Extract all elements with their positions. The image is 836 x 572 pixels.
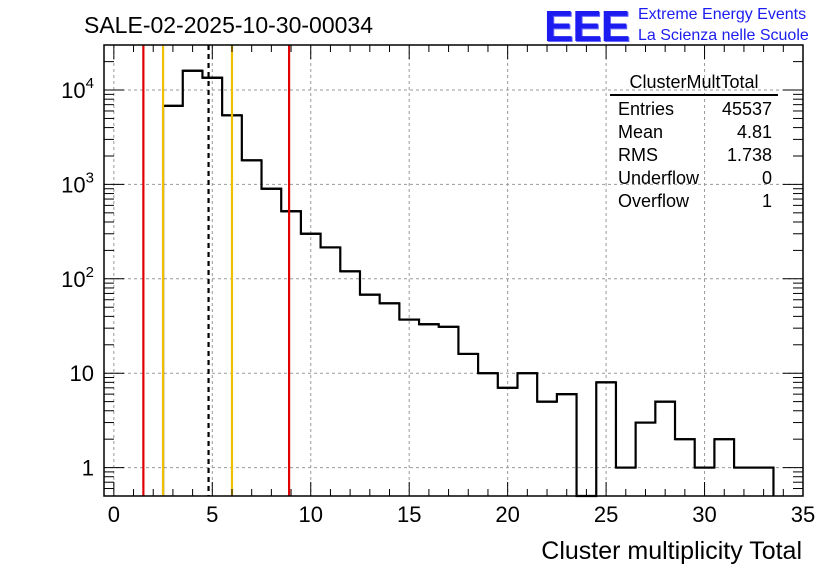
y-tick-label: 102 — [61, 264, 94, 292]
plot-frame — [103, 44, 804, 497]
logo-line-1: Extreme Energy Events — [638, 6, 807, 23]
x-tick-label: 10 — [299, 502, 323, 527]
grid — [104, 45, 803, 496]
eee-logo-mark: EEE — [544, 2, 630, 51]
stats-value: 1.738 — [726, 145, 772, 165]
x-tick-label: 0 — [108, 502, 120, 527]
x-tick-label: 30 — [692, 502, 716, 527]
x-tick-label: 5 — [206, 502, 218, 527]
y-tick-label: 103 — [61, 169, 94, 197]
stats-label: Entries — [618, 99, 675, 119]
stats-row-overflow: Overflow 1 — [610, 190, 778, 213]
y-tick-label: 104 — [61, 75, 94, 103]
stats-title: ClusterMultTotal — [610, 72, 778, 96]
chart-title: SALE-02-2025-10-30-00034 — [84, 12, 373, 38]
stats-label: Mean — [618, 122, 664, 142]
axis-ticks — [104, 44, 804, 497]
y-tick-exponent: 4 — [86, 75, 94, 92]
eee-logo-text: Extreme Energy Events La Scienza nelle S… — [638, 4, 809, 46]
y-tick-base: 10 — [61, 78, 85, 103]
stats-label: RMS — [618, 145, 658, 165]
stats-row-underflow: Underflow 0 — [610, 167, 778, 190]
y-tick-exponent: 2 — [86, 264, 94, 281]
stats-value: 4.81 — [736, 122, 772, 142]
stats-value: 45537 — [721, 99, 772, 119]
stats-row-entries: Entries 45537 — [610, 98, 778, 121]
x-axis-label: Cluster multiplicity Total — [541, 537, 802, 565]
x-tick-label: 25 — [594, 502, 618, 527]
y-tick-base: 10 — [61, 267, 85, 292]
stats-value: 0 — [761, 168, 772, 188]
reference-lines — [142, 45, 291, 496]
y-tick-label: 10 — [70, 361, 94, 386]
stats-value: 1 — [761, 191, 772, 211]
y-tick-base: 10 — [61, 172, 85, 197]
stats-label: Underflow — [618, 168, 700, 188]
stats-box: ClusterMultTotal Entries 45537 Mean 4.81… — [610, 72, 778, 213]
x-tick-label: 35 — [791, 502, 815, 527]
x-tick-label: 15 — [397, 502, 421, 527]
stats-row-rms: RMS 1.738 — [610, 144, 778, 167]
y-tick-exponent: 3 — [86, 169, 94, 186]
stats-row-mean: Mean 4.81 — [610, 121, 778, 144]
x-tick-label: 20 — [495, 502, 519, 527]
y-tick-label: 1 — [82, 456, 94, 481]
logo-line-2: La Scienza nelle Scuole — [638, 27, 809, 44]
histogram-series — [161, 69, 775, 498]
stats-label: Overflow — [618, 191, 690, 211]
